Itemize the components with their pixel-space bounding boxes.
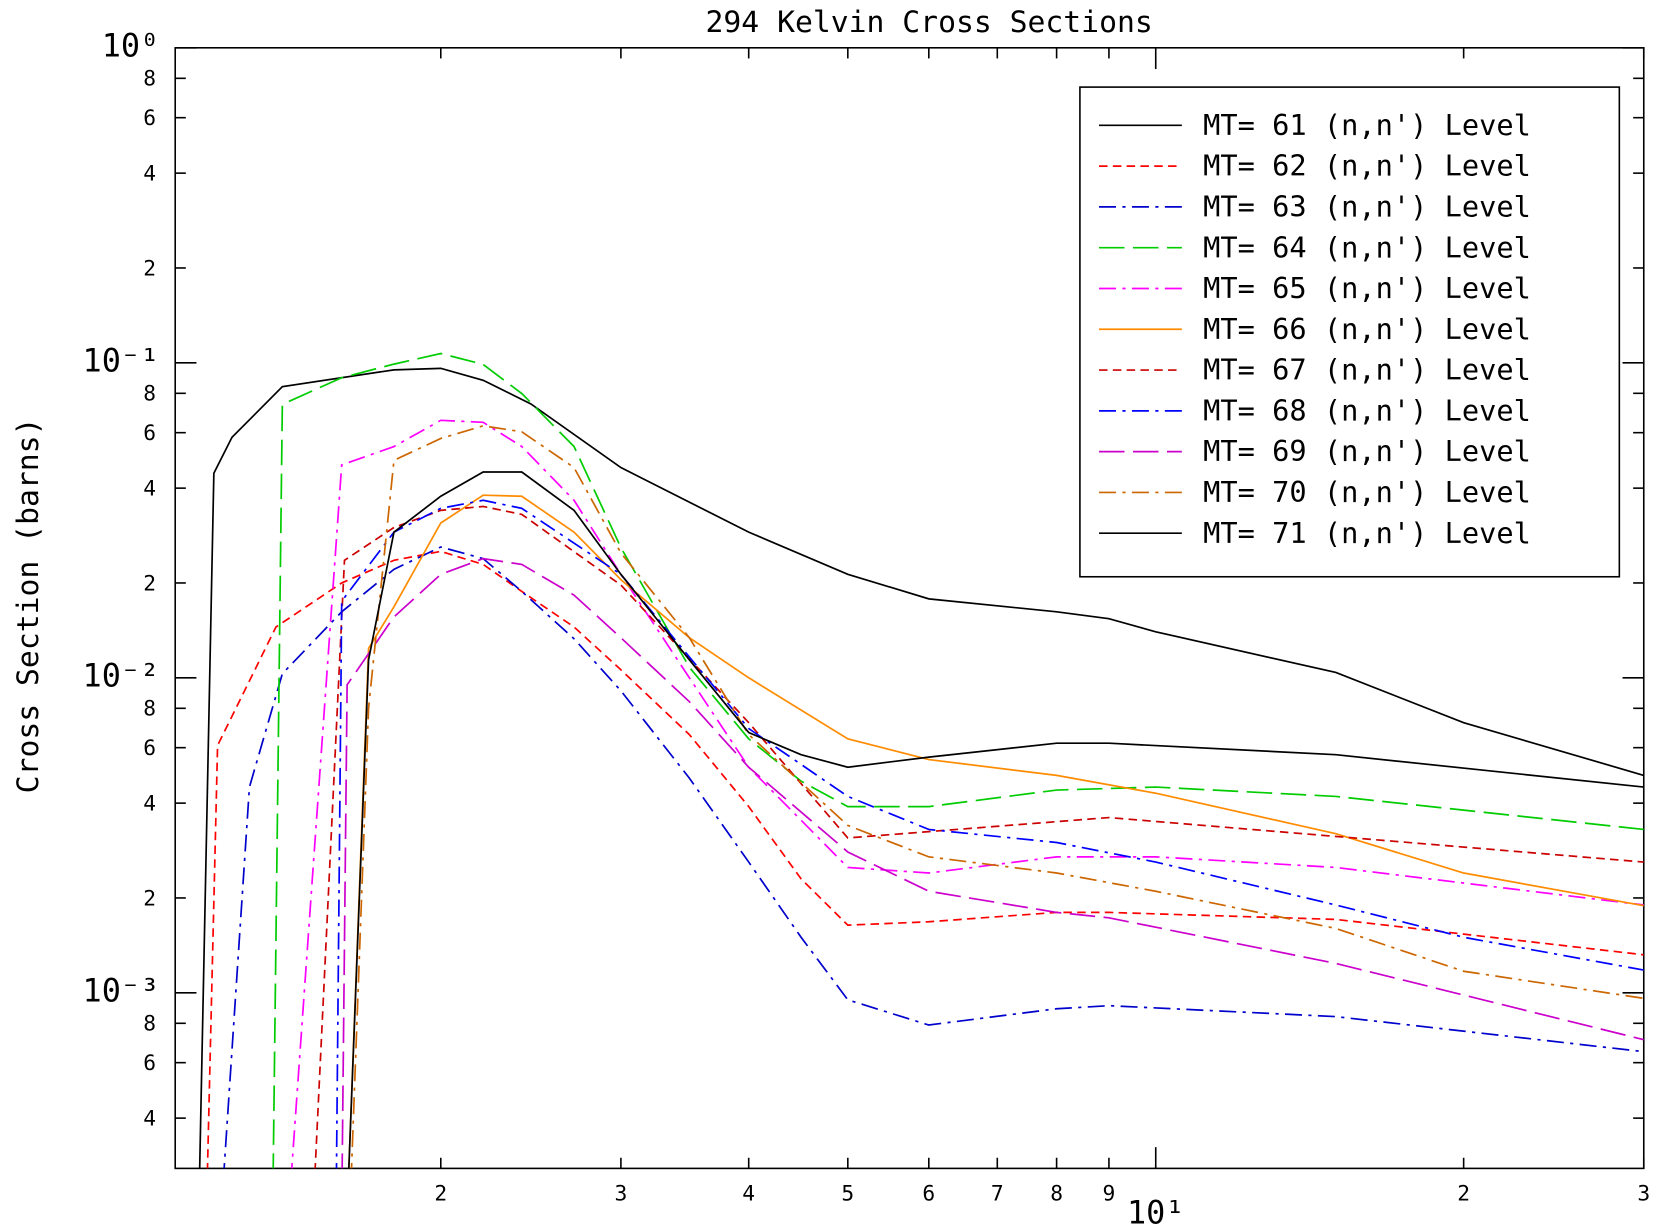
- y-tick-label: 10⁻¹: [83, 341, 160, 379]
- y-tick-label: 2: [143, 571, 156, 596]
- y-axis-label: Cross Section (barns): [11, 418, 46, 794]
- series-line: [341, 557, 1644, 1169]
- y-tick-label: 10⁻²: [83, 656, 160, 694]
- legend-label: MT= 69 (n,n') Level: [1203, 434, 1531, 468]
- x-tick-label: 3: [615, 1181, 628, 1206]
- y-tick-label: 2: [143, 886, 156, 911]
- y-tick-label: 2: [143, 256, 156, 281]
- x-tick-label: 3: [1637, 1181, 1650, 1206]
- legend-box: [1079, 86, 1621, 578]
- series-line: [347, 471, 1644, 1169]
- y-tick-label: 8: [143, 1012, 156, 1037]
- x-tick-label: 7: [991, 1181, 1004, 1206]
- x-tick-label: 9: [1103, 1181, 1116, 1206]
- series-line: [335, 499, 1644, 1169]
- legend-label: MT= 64 (n,n') Level: [1203, 230, 1531, 264]
- x-tick-label: 5: [841, 1181, 854, 1206]
- legend-label: MT= 66 (n,n') Level: [1203, 312, 1531, 346]
- chart-title: 294 Kelvin Cross Sections: [706, 5, 1153, 40]
- legend-label: MT= 65 (n,n') Level: [1203, 271, 1531, 305]
- y-tick-label: 8: [143, 67, 156, 92]
- x-tick-label: 2: [434, 1181, 447, 1206]
- series-line: [290, 419, 1644, 1169]
- x-tick-label: 10¹: [1127, 1194, 1185, 1230]
- y-tick-label: 4: [143, 792, 156, 817]
- series-line: [272, 352, 1644, 1169]
- x-tick-label: 4: [742, 1181, 755, 1206]
- legend-label: MT= 63 (n,n') Level: [1203, 189, 1531, 223]
- y-tick-label: 4: [143, 1107, 156, 1132]
- plot-frame: [174, 47, 1645, 1170]
- series-line: [314, 505, 1644, 1169]
- y-tick-label: 4: [143, 477, 156, 502]
- legend-label: MT= 61 (n,n') Level: [1203, 108, 1531, 142]
- plot-lines: [198, 352, 1644, 1169]
- x-tick-label: 6: [922, 1181, 935, 1206]
- legend-label: MT= 67 (n,n') Level: [1203, 353, 1531, 387]
- legend-label: MT= 71 (n,n') Level: [1203, 516, 1531, 550]
- y-tick-label: 6: [143, 106, 156, 131]
- y-tick-label: 8: [143, 697, 156, 722]
- series-line: [350, 424, 1644, 1169]
- legend-label: MT= 62 (n,n') Level: [1203, 149, 1531, 183]
- y-tick-label: 8: [143, 382, 156, 407]
- y-tick-label: 6: [143, 1051, 156, 1076]
- x-tick-label: 8: [1050, 1181, 1063, 1206]
- y-tick-label: 10⁻³: [83, 971, 160, 1009]
- y-tick-label: 6: [143, 736, 156, 761]
- y-tick-label: 4: [143, 162, 156, 187]
- x-tick-label: 2: [1457, 1181, 1470, 1206]
- legend-label: MT= 68 (n,n') Level: [1203, 393, 1531, 427]
- legend-label: MT= 70 (n,n') Level: [1203, 475, 1531, 509]
- y-tick-label: 10⁰: [102, 26, 160, 64]
- series-line: [198, 367, 1644, 1169]
- y-tick-label: 6: [143, 421, 156, 446]
